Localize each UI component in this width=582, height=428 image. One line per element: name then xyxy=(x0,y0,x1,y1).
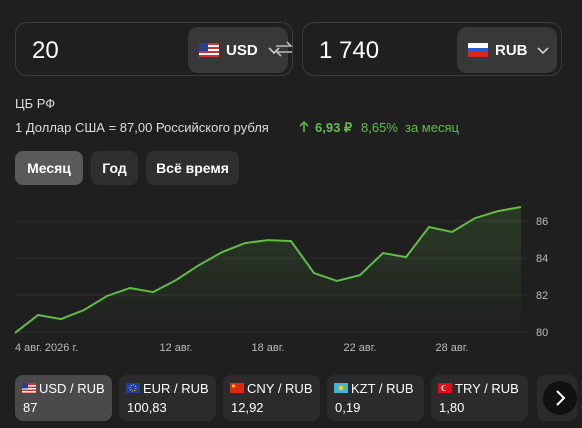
rate-change: 6,93 ₽ xyxy=(315,120,353,135)
from-currency[interactable]: USD xyxy=(188,27,288,73)
period-button[interactable]: Всё время xyxy=(146,151,239,185)
pair-label: TRY / RUB xyxy=(455,381,519,396)
x-tick-label: 4 авг. 2026 г. xyxy=(15,342,78,354)
from-amount: 20 xyxy=(32,37,59,64)
x-tick-label: 12 авг. xyxy=(160,342,193,354)
x-tick-label: 28 авг. xyxy=(436,342,469,354)
pair-card[interactable]: TRY / RUB 1,80 xyxy=(431,375,528,421)
y-tick-label: 82 xyxy=(536,290,548,302)
pair-card[interactable]: KZT / RUB 0,19 xyxy=(327,375,424,421)
pair-card[interactable]: CNY / RUB 12,92 xyxy=(223,375,320,421)
flag xyxy=(334,383,348,393)
flag xyxy=(126,383,140,393)
next-button[interactable] xyxy=(542,380,578,416)
chevron xyxy=(537,47,549,55)
from-code: USD xyxy=(226,42,258,59)
pair-value: 1,80 xyxy=(439,400,465,415)
pair-label: EUR / RUB xyxy=(143,381,209,396)
to-field[interactable]: 1 740 RUB xyxy=(302,22,562,76)
pair-value: 87 xyxy=(23,400,38,415)
to-currency[interactable]: RUB xyxy=(457,27,557,73)
from-field[interactable]: 20 USD xyxy=(15,22,293,76)
x-tick-label: 22 авг. xyxy=(344,342,377,354)
pair-label: USD / RUB xyxy=(39,381,105,396)
y-tick-label: 80 xyxy=(536,327,548,339)
rate-percent: 8,65% xyxy=(361,120,398,135)
flag-us xyxy=(199,43,219,57)
y-tick-label: 86 xyxy=(536,216,548,228)
chevron xyxy=(268,47,280,55)
pair-card[interactable]: USD / RUB 87 xyxy=(15,375,112,421)
flag xyxy=(22,383,36,393)
flag-ru xyxy=(468,43,488,57)
period-button[interactable]: Месяц xyxy=(15,151,83,185)
rate-text: 1 Доллар США = 87,00 Российского рубля xyxy=(15,120,269,135)
rate-period: за месяц xyxy=(405,120,459,135)
x-tick-label: 18 авг. xyxy=(252,342,285,354)
pair-value: 0,19 xyxy=(335,400,361,415)
to-code: RUB xyxy=(495,42,528,59)
up-arrow xyxy=(299,120,309,132)
pair-value: 100,83 xyxy=(127,400,167,415)
chart: 80 82 84 86 4 авг. 2026 г. 12 авг. 18 авг. 22 а… xyxy=(14,206,548,354)
pair-card[interactable]: EUR / RUB 100,83 xyxy=(119,375,216,421)
to-amount: 1 740 xyxy=(319,37,380,64)
period-button[interactable]: Год xyxy=(91,151,138,185)
line xyxy=(14,206,522,334)
pair-value: 12,92 xyxy=(231,400,264,415)
flag xyxy=(230,383,244,393)
flag xyxy=(438,383,452,393)
pair-label: KZT / RUB xyxy=(351,381,414,396)
rate-source: ЦБ РФ xyxy=(15,96,56,111)
swap-icon[interactable] xyxy=(274,40,294,58)
area xyxy=(15,207,521,335)
pair-label: CNY / RUB xyxy=(247,381,313,396)
y-tick-label: 84 xyxy=(536,253,548,265)
